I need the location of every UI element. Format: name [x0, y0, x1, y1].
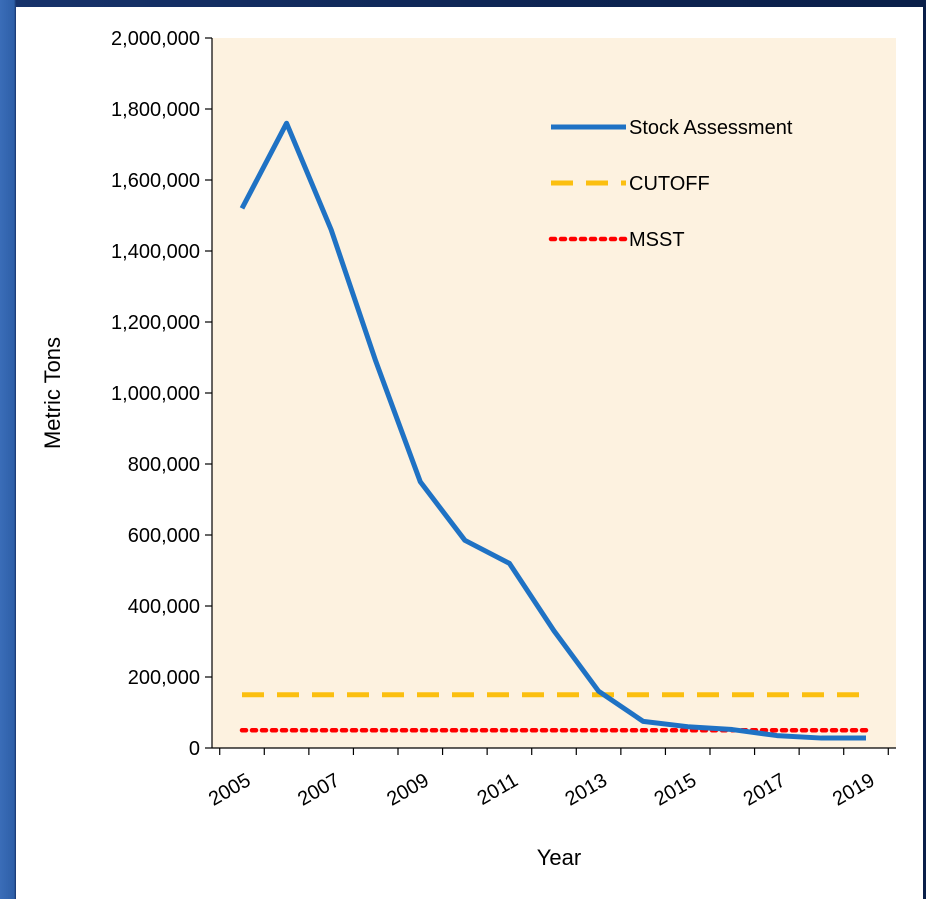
x-tick-label: 2015: [651, 769, 701, 810]
y-axis-title: Metric Tons: [40, 337, 65, 449]
x-tick-label: 2019: [829, 769, 879, 810]
x-axis-ticks: 2005 2007 2009 2011 2013 2015 2017 2019: [205, 748, 889, 811]
legend-label: CUTOFF: [629, 173, 710, 195]
legend-label: MSST: [629, 229, 685, 251]
x-tick-label: 2009: [383, 769, 433, 810]
x-tick-label: 2013: [562, 769, 612, 810]
x-tick-label: 2007: [294, 769, 344, 810]
y-tick-label: 400,000: [128, 596, 200, 618]
y-tick-label: 1,600,000: [111, 170, 200, 192]
y-tick-label: 1,800,000: [111, 99, 200, 121]
y-tick-label: 800,000: [128, 454, 200, 476]
y-tick-label: 1,000,000: [111, 383, 200, 405]
y-tick-label: 0: [189, 738, 200, 760]
y-tick-label: 1,200,000: [111, 312, 200, 334]
x-tick-label: 2017: [740, 769, 790, 810]
y-tick-label: 200,000: [128, 667, 200, 689]
x-tick-label: 2011: [474, 769, 522, 810]
y-tick-label: 600,000: [128, 525, 200, 547]
x-tick-label: 2005: [205, 769, 255, 810]
legend-label: Stock Assessment: [629, 117, 793, 139]
series-line-stock-assessment: [239, 120, 866, 741]
x-axis-title: Year: [537, 845, 581, 870]
chart-card: 0 200,000 400,000 600,000 800,000 1,000,000 1,…: [16, 7, 923, 899]
legend: Stock Assessment CUTOFF MSST: [548, 117, 793, 251]
plot-area: [212, 38, 896, 748]
y-axis-ticks: 0 200,000 400,000 600,000 800,000 1,000,000 1,…: [111, 28, 212, 760]
y-tick-label: 1,400,000: [111, 241, 200, 263]
series-layer: [239, 120, 869, 741]
y-tick-label: 2,000,000: [111, 28, 200, 50]
line-chart: 0 200,000 400,000 600,000 800,000 1,000,000 1,…: [40, 28, 896, 870]
